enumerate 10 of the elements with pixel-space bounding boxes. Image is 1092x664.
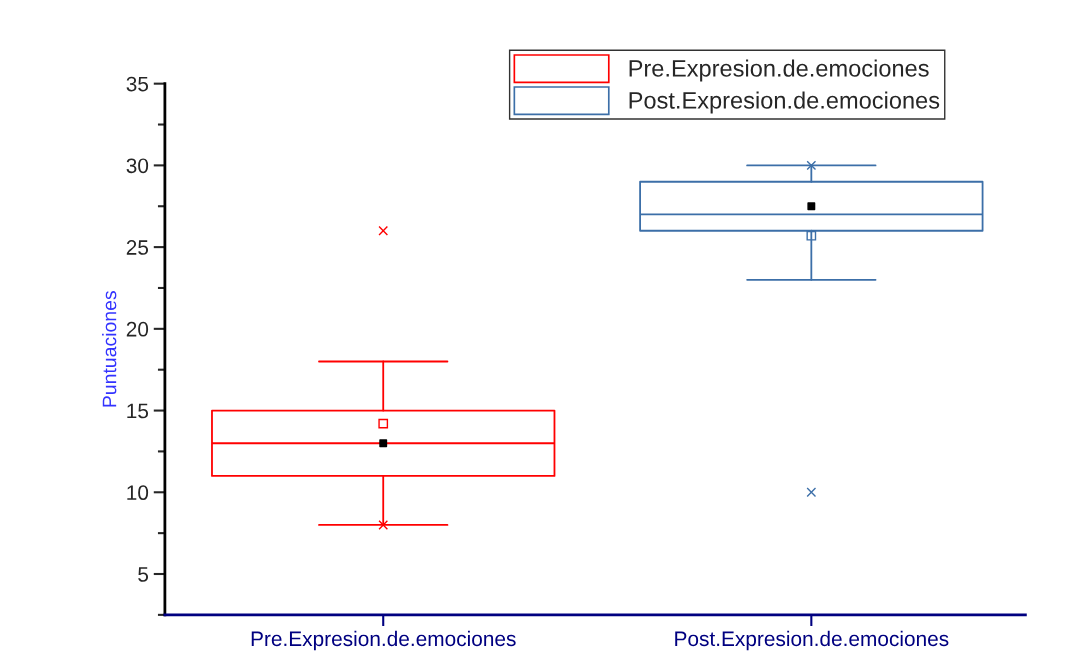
y-tick-label: 20 xyxy=(126,321,149,337)
y-tick-label: 35 xyxy=(126,76,149,92)
y-tick-label: 15 xyxy=(127,403,149,419)
legend-label: Pre.Expresion.de.emociones xyxy=(629,59,929,82)
y-axis-title: Puntuaciones xyxy=(102,291,117,407)
legend-label: Post.Expresion.de.emociones xyxy=(629,91,940,114)
y-tick-label: 25 xyxy=(126,240,149,255)
y-tick-label: 5 xyxy=(138,567,149,582)
y-tick-label: 30 xyxy=(126,158,149,174)
y-tick-label: 10 xyxy=(127,485,149,501)
